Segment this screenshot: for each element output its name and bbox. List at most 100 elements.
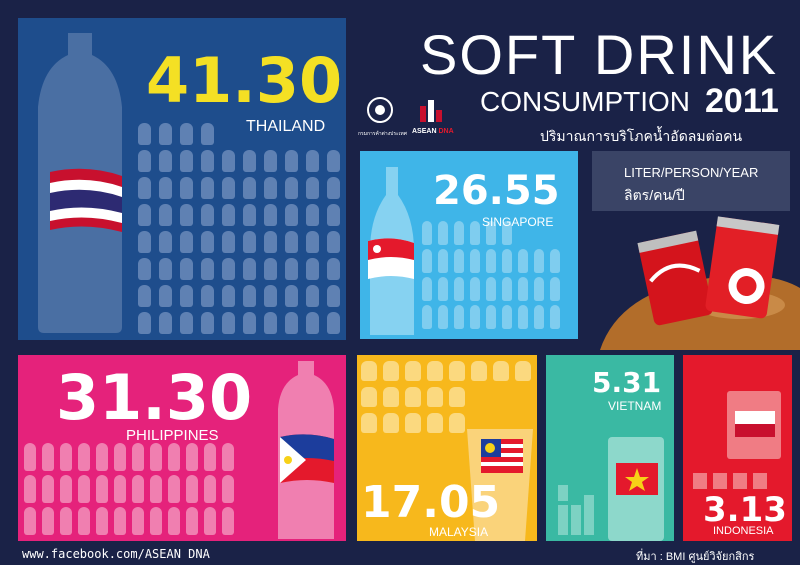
small-bottle-icon <box>285 231 298 253</box>
small-bottle-icon <box>222 150 235 172</box>
small-bottle-icon <box>114 475 126 503</box>
indonesia-flag-icon <box>735 411 775 437</box>
small-bottle-icon <box>427 413 443 433</box>
thailand-name: THAILAND <box>246 118 326 135</box>
small-glass-2 <box>571 505 581 535</box>
small-bottle-icon <box>306 177 319 199</box>
small-bottle-icon <box>114 443 126 471</box>
small-bottle-icon <box>138 258 151 280</box>
small-bottle-icon <box>383 387 399 407</box>
small-bottle-icon <box>264 150 277 172</box>
small-bottle-icon <box>518 305 528 329</box>
small-bottle-icon <box>159 177 172 199</box>
ministry-logo-text: กรมการค้าต่างประเทศ <box>358 131 407 137</box>
small-bottle-icon <box>438 305 448 329</box>
singapore-flag-icon <box>368 238 414 279</box>
small-bottle-icon <box>204 443 216 471</box>
small-bottle-icon <box>201 231 214 253</box>
singapore-value: 26.55 <box>433 168 560 214</box>
small-bottle-icon <box>201 177 214 199</box>
small-bottle-icon <box>515 361 531 381</box>
small-bottle-icon <box>306 150 319 172</box>
asean-dna-logo-text: ASEAN DNA <box>412 128 454 135</box>
small-bottle-icon <box>449 387 465 407</box>
small-bottle-icon <box>96 443 108 471</box>
small-bottle-icon <box>78 507 90 535</box>
small-bottle-icon <box>534 249 544 273</box>
small-bottle-icon <box>422 221 432 245</box>
small-glass-3 <box>584 495 594 535</box>
vietnam-name: VIETNAM <box>608 399 662 413</box>
small-bottle-icon <box>405 387 421 407</box>
philippines-panel: 31.30 PHILIPPINES <box>18 355 346 541</box>
small-bottle-icon <box>180 258 193 280</box>
small-bottle-icon <box>204 475 216 503</box>
thailand-flag-icon <box>50 168 122 232</box>
small-bottle-icon <box>222 231 235 253</box>
small-bottle-icon <box>201 312 214 334</box>
small-bottle-icon <box>201 258 214 280</box>
small-bottle-icon <box>60 475 72 503</box>
small-bottle-icon <box>534 305 544 329</box>
vietnam-panel: 5.31 VIETNAM <box>546 355 674 541</box>
small-bottle-icon <box>138 285 151 307</box>
small-bottle-icon <box>159 258 172 280</box>
small-bottle-icon <box>159 312 172 334</box>
small-bottle-icon <box>186 507 198 535</box>
thailand-value: 41.30 <box>146 44 343 117</box>
small-bottle-icon <box>502 305 512 329</box>
small-bottle-icon <box>306 258 319 280</box>
small-bottle-icon <box>486 221 496 245</box>
small-bottle-icon <box>438 249 448 273</box>
small-bottle-icon <box>78 475 90 503</box>
philippines-value: 31.30 <box>56 361 253 434</box>
small-bottle-icon <box>114 507 126 535</box>
small-bottle-icon <box>222 312 235 334</box>
small-bottle-icon <box>201 150 214 172</box>
small-bottle-icon <box>449 361 465 381</box>
small-bottle-icon <box>186 443 198 471</box>
small-glass-3 <box>733 473 747 489</box>
malaysia-panel: 17.05 MALAYSIA <box>357 355 537 541</box>
small-bottle-icon <box>24 475 36 503</box>
small-bottle-icon <box>138 204 151 226</box>
small-bottle-icon <box>159 123 172 145</box>
small-bottle-icon <box>222 475 234 503</box>
small-bottle-icon <box>24 507 36 535</box>
title-year: 2011 <box>705 82 779 120</box>
thailand-panel: 41.30 THAILAND <box>18 18 346 340</box>
asean-text: ASEAN <box>412 128 437 135</box>
small-bottle-icon <box>264 258 277 280</box>
small-bottle-icon <box>138 123 151 145</box>
small-bottle-icon <box>180 204 193 226</box>
small-bottle-icon <box>138 150 151 172</box>
small-glass-1 <box>693 473 707 489</box>
small-bottle-icon <box>186 475 198 503</box>
unit-english: LITER/PERSON/YEAR <box>624 165 759 180</box>
small-bottle-icon <box>243 177 256 199</box>
vietnam-value: 5.31 <box>592 366 662 399</box>
small-bottle-icon <box>327 231 340 253</box>
small-bottle-icon <box>383 413 399 433</box>
small-bottle-icon <box>264 204 277 226</box>
small-bottle-icon <box>427 361 443 381</box>
philippines-name: PHILIPPINES <box>126 427 219 444</box>
small-bottle-icon <box>550 277 560 301</box>
small-bottle-icon <box>201 204 214 226</box>
small-bottle-icon <box>361 361 377 381</box>
small-bottle-icon <box>502 277 512 301</box>
small-bottle-icon <box>78 443 90 471</box>
small-bottle-icon <box>243 204 256 226</box>
malaysia-flag-icon <box>481 439 523 473</box>
small-bottle-icon <box>180 285 193 307</box>
small-bottle-icon <box>60 443 72 471</box>
small-bottle-icon <box>470 305 480 329</box>
small-bottle-icon <box>180 231 193 253</box>
small-bottle-icon <box>180 123 193 145</box>
singapore-name: SINGAPORE <box>482 215 554 229</box>
small-bottle-icon <box>132 475 144 503</box>
small-bottle-icon <box>222 285 235 307</box>
small-bottle-icon <box>96 475 108 503</box>
small-bottle-icon <box>327 312 340 334</box>
small-bottle-icon <box>201 285 214 307</box>
